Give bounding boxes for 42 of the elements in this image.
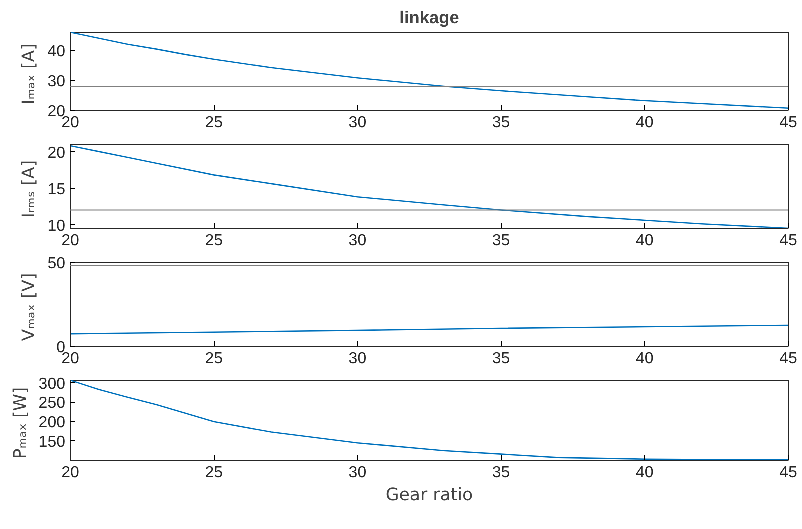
y-axis-title: Iᵣₘₛ [A]	[20, 160, 40, 218]
y-axis-title: Iₘₐₓ [A]	[20, 44, 40, 105]
y-tick-label: 10	[48, 218, 66, 235]
x-tick-label: 40	[636, 350, 654, 368]
x-tick-label: 30	[348, 232, 367, 250]
x-axis-title: Gear ratio	[386, 486, 474, 506]
y-tick-label: 150	[38, 434, 66, 451]
line-series	[70, 380, 788, 460]
chart-title: linkage	[400, 8, 460, 28]
x-tick-label: 30	[348, 350, 367, 368]
x-tick-label: 20	[62, 464, 80, 482]
y-tick-label: 20	[48, 144, 66, 162]
x-tick-label: 45	[780, 232, 798, 250]
y-tick-label: 40	[48, 44, 66, 60]
x-tick-label: 40	[636, 232, 654, 250]
y-tick-label: 15	[48, 181, 66, 198]
x-tick-label: 45	[780, 114, 798, 132]
y-tick-label: 250	[38, 395, 66, 412]
line-series	[70, 32, 788, 110]
x-tick-label: 25	[205, 232, 224, 250]
x-tick-label: 45	[780, 464, 798, 482]
x-tick-label: 45	[780, 350, 798, 368]
x-tick-label: 20	[62, 232, 80, 250]
y-axis-title: Pₘₐₓ [W]	[10, 387, 31, 460]
x-tick-label: 25	[205, 114, 224, 132]
y-tick-label: 300	[38, 376, 66, 393]
x-tick-label: 25	[205, 350, 224, 368]
x-tick-label: 35	[492, 464, 510, 482]
line-series	[70, 145, 788, 228]
x-tick-label: 40	[636, 114, 654, 132]
y-tick-label: 50	[48, 256, 66, 272]
x-tick-label: 30	[348, 464, 367, 482]
x-tick-label: 35	[492, 350, 510, 368]
line-series	[70, 324, 788, 335]
y-tick-label: 30	[48, 74, 66, 90]
y-axis-title: Vₘₐₓ [V]	[20, 273, 40, 342]
y-tick-label: 200	[38, 414, 66, 432]
x-tick-label: 35	[492, 114, 510, 132]
x-tick-label: 35	[492, 232, 510, 250]
x-tick-label: 25	[205, 464, 224, 482]
x-tick-label: 30	[348, 114, 367, 132]
x-tick-label: 40	[636, 464, 654, 482]
